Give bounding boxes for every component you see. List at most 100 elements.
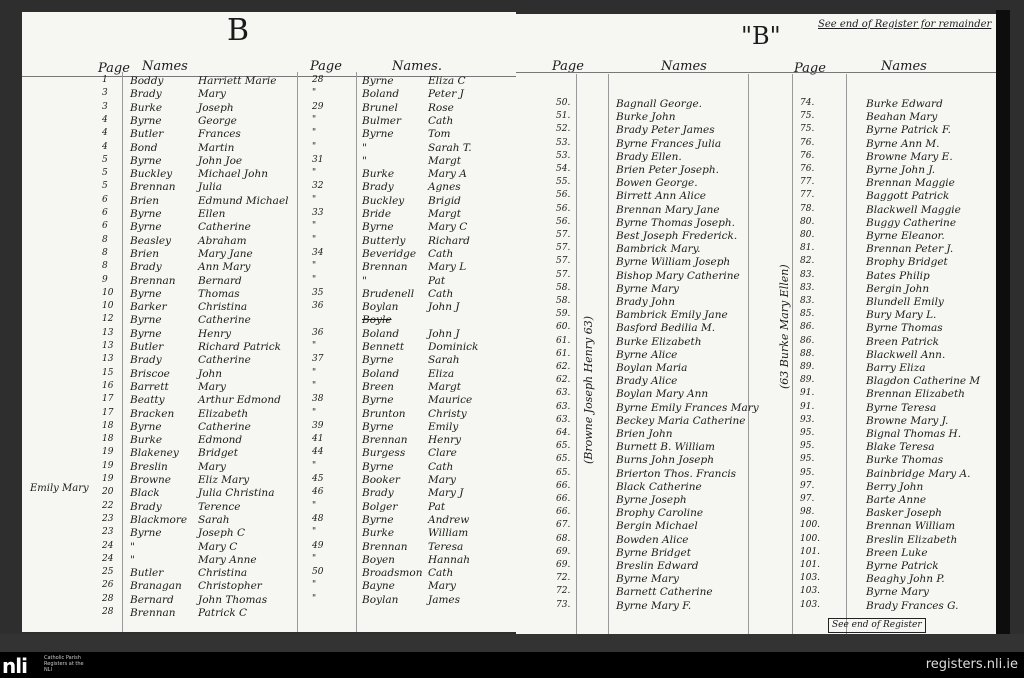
page-number-2: 75. — [800, 124, 815, 135]
name-2: Byrne Ann M. — [866, 137, 940, 150]
surname: Brady — [130, 500, 162, 513]
name: Brady Peter James — [616, 124, 715, 137]
page-number-2: 95. — [800, 454, 815, 465]
name: Brien Peter Joseph. — [616, 164, 719, 176]
page-number: 59. — [556, 309, 571, 320]
header-names: Names — [661, 59, 707, 74]
forename: Christina — [198, 567, 248, 580]
forename-2: Tom — [428, 128, 451, 141]
table-row: 28 Brennan Patrick C — [22, 607, 516, 620]
table-row: 59. Bambrick Emily Jane 85. Bury Mary L. — [516, 309, 996, 322]
forename: Henry — [198, 327, 232, 340]
surname: Burke — [130, 434, 163, 447]
page-number: 24 — [102, 553, 114, 564]
page-number: 15 — [102, 367, 114, 378]
page-number: 63. — [556, 401, 571, 412]
table-row: 62. Brady Alice 89. Blagdon Catherine M — [516, 375, 996, 388]
table-row: 66. Byrne Joseph 97. Barte Anne — [516, 494, 996, 507]
forename: John — [198, 367, 223, 380]
surname-2: Beveridge — [362, 247, 417, 260]
name-2: Brady Frances G. — [866, 599, 959, 612]
column-rule — [608, 74, 609, 634]
page-number-2: 76. — [800, 150, 815, 161]
forename: Edmond — [198, 434, 243, 447]
page-number-2: 49 — [312, 540, 324, 551]
page-number: 16 — [102, 380, 114, 391]
surname-2: Brunton — [362, 407, 406, 420]
forename-2: Dominick — [428, 341, 479, 353]
page-number-2: " — [312, 553, 317, 564]
page-number: 20 — [102, 487, 114, 498]
forename: Mary Jane — [198, 247, 253, 260]
forename-2: Cath — [428, 114, 454, 127]
page-number-2: " — [312, 527, 317, 538]
surname-2: Byrne — [362, 460, 394, 473]
page-number: 62. — [556, 362, 571, 372]
table-row: 57. Bishop Mary Catherine 83. Bates Philip — [516, 270, 996, 283]
forename-2: John J — [428, 301, 460, 314]
name: Bagnall George. — [616, 98, 702, 110]
surname-2: Brunel — [362, 101, 398, 114]
page-number: 13 — [102, 327, 114, 338]
table-row: 1 Boddy Harriett Marie 28 Byrne Eliza C — [22, 75, 516, 88]
page-number-2: 95. — [800, 428, 815, 438]
surname-2: Boland — [362, 367, 400, 380]
surname: Byrne — [130, 154, 162, 167]
table-row: 10 Barker Christina 36 Boylan John J — [22, 301, 516, 314]
name-2: Beaghy John P. — [866, 573, 945, 586]
table-row: 56. Byrne Thomas Joseph. 80. Buggy Catherin… — [516, 217, 996, 230]
surname-2: Burke — [362, 168, 395, 181]
header-names: Names — [142, 59, 188, 74]
forename: John Thomas — [198, 593, 268, 606]
name: Brady Ellen. — [616, 150, 682, 163]
forename-2: Margt — [428, 154, 461, 167]
table-row: 15 Briscoe John " Boland Eliza — [22, 368, 516, 381]
page-number-2: 37 — [312, 354, 324, 365]
site-link[interactable]: registers.nli.ie — [925, 657, 1018, 672]
name: Burke John — [616, 111, 676, 124]
surname: " — [130, 553, 135, 566]
surname-2: Byrne — [362, 354, 394, 367]
name-2: Breen Luke — [866, 546, 928, 559]
table-row: 3 Burke Joseph 29 Brunel Rose — [22, 102, 516, 115]
page-number: 6 — [102, 221, 108, 232]
surname: Brien — [130, 194, 160, 207]
surname: Buckley — [130, 168, 173, 181]
page-number: 5 — [102, 181, 108, 192]
table-row: 4 Bond Martin " " Sarah T. — [22, 142, 516, 155]
page-number-2: 80. — [800, 230, 815, 240]
forename-2: Sarah — [428, 354, 460, 367]
nli-logo[interactable]: nli — [2, 654, 28, 678]
page-number: 72. — [556, 573, 571, 584]
forename-2: Eliza — [428, 367, 455, 380]
name-2: Burke Thomas — [866, 454, 944, 467]
table-row: 66. Brophy Caroline 98. Basker Joseph — [516, 507, 996, 520]
page-number: 8 — [102, 261, 108, 272]
surname-2: Brady — [362, 487, 394, 500]
name-2: Browne Mary J. — [866, 414, 949, 427]
bottom-note: See end of Register — [828, 618, 926, 633]
name: Bowen George. — [616, 177, 698, 190]
table-row: 9 Brennan Bernard " " Pat — [22, 275, 516, 288]
surname-2: Bayne — [362, 580, 395, 593]
forename-2: Brigid — [428, 194, 461, 207]
surname: Byrne — [130, 221, 162, 234]
page-number-2: 29 — [312, 101, 324, 112]
name-2: Brennan William — [866, 520, 956, 533]
forename: Bridget — [198, 447, 238, 460]
forename-2: Hannah — [428, 553, 470, 566]
forename: Bernard — [198, 274, 242, 287]
table-row: 67. Bergin Michael 100. Brennan William — [516, 520, 996, 533]
surname: Breslin — [130, 460, 168, 473]
forename-2: Mary A — [428, 168, 467, 181]
header-page: Page — [98, 61, 130, 76]
table-row: 63. Byrne Emily Frances Mary 91. Byrne Tere… — [516, 402, 996, 415]
table-row: 18 Byrne Catherine 39 Byrne Emily — [22, 421, 516, 434]
page-number-2: 95. — [800, 467, 815, 478]
column-rule — [356, 72, 357, 632]
name: Bergin Michael — [616, 520, 698, 533]
page-number-2: 98. — [800, 507, 815, 518]
surname: Byrne — [130, 208, 162, 220]
name-2: Berry John — [866, 480, 924, 493]
page-number-2: 101. — [800, 560, 821, 570]
